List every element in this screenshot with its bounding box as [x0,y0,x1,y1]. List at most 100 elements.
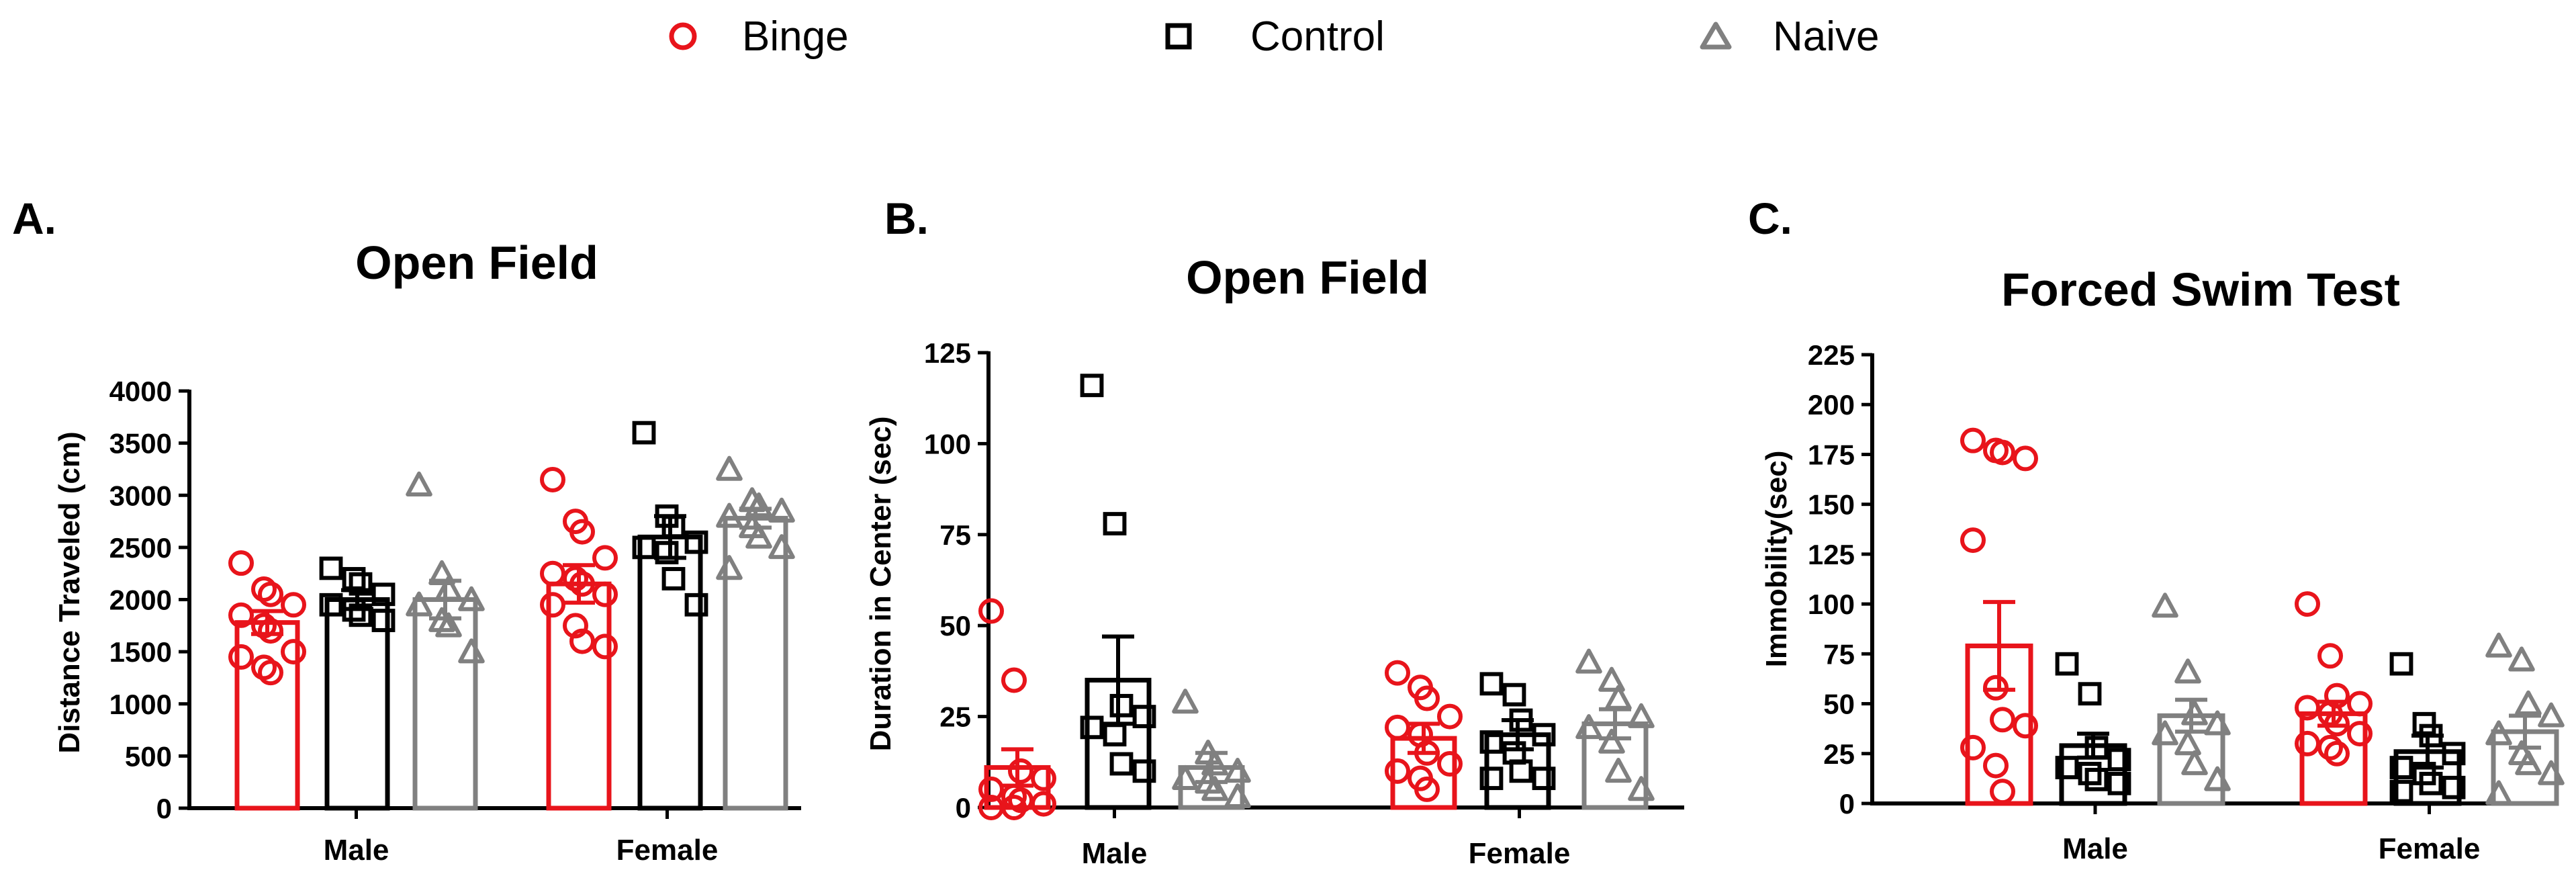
panel-a-data-point [258,618,283,644]
panel-b-data-point [1628,703,1655,728]
legend-item-control: Control [1165,13,1385,60]
panel-a-data-point [661,567,686,591]
panel-b-y-tick-label: 25 [939,701,971,733]
panel-c-data-point [2485,632,2512,658]
panel-a-data-point [371,609,396,632]
panel-c-data-point [2107,748,2131,772]
panel-b-data-point [1509,759,1533,783]
panel-c-data-point [2055,756,2079,779]
panel-a-bar [637,534,703,811]
panel-b-data-point [1201,750,1228,776]
panel-c-title: Forced Swim Test [2001,263,2400,316]
panel-c-y-tick-label: 0 [1839,788,1855,820]
panel-b-y-tick-label: 0 [956,792,971,824]
panel-c-data-point [2204,710,2231,736]
panel-c-data-point [2295,695,2320,721]
panel-a-x-tick-label: Female [616,834,719,867]
panel-a-data-point [768,497,795,523]
panel-a-data-point [406,471,432,497]
panel-a-data-point [540,466,565,492]
panel-a-y-tick-label: 500 [125,740,172,772]
panel-c-data-point [1990,439,2015,466]
panel-c-data-point [2204,766,2231,791]
panel-a-data-point [569,628,595,654]
panel-c-data-point [2538,760,2565,785]
panel-c-y-tick-label: 225 [1808,339,1855,371]
panel-c-y-tick-label: 50 [1823,689,1855,720]
panel-a-data-point [745,523,772,549]
panel-a-data-point [228,602,254,628]
panel-a-y-tick-label: 1500 [109,636,172,668]
panel-c-data-point [1960,527,1986,554]
panel-a-data-point [342,567,366,591]
panel-c-data-point [2152,593,2178,618]
panel-a-y-tick-label: 4000 [109,376,172,407]
panel-a-data-point [428,560,455,585]
panel-a-data-point [349,603,373,627]
panel-b-plot: 0 25 50 75 100 125 Male Female [924,337,1684,870]
panel-a-y-tick-label: 3500 [109,428,172,460]
panel-a-y-tick-label: 0 [156,793,172,824]
panel-c-data-point [2508,646,2535,672]
panel-a-bar [723,515,788,811]
panel-a-bar [234,620,300,811]
panel-a-data-point [458,586,485,611]
panel-b-data-point [1575,714,1602,740]
panel-c-data-point [2515,750,2542,775]
panel-a-data-point [716,455,743,481]
panel-b-data-point [1532,767,1556,791]
panel-c-data-point [2078,682,2102,706]
panel-b-y-axis-label: Duration in Center (sec) [864,417,897,752]
panel-b-data-point [1080,374,1104,398]
panel-c-y-tick-label: 175 [1808,439,1855,470]
panel-c-data-point [1960,734,1986,760]
panel-b-data-point [1385,660,1410,686]
panel-a-y-axis-label: Distance Traveled (cm) [53,431,86,753]
panel-a-data-point [228,644,254,670]
panel-a-data-point [716,502,743,528]
panel-b-data-point [1605,685,1632,710]
panel-c-plot: 0 25 50 75 100 125 150 175 200 225 Male Female [1808,339,2565,865]
panel-c-data-point [2181,750,2208,775]
panel-a-data-point [540,592,565,618]
panel-c-data-point [1990,779,2015,805]
panel-a-data-point [281,592,306,618]
panel-c-data-point [2485,780,2512,805]
panel-a-title: Open Field [355,236,598,289]
panel-b-letter: B. [884,193,929,243]
panel-b-data-point [1172,689,1199,714]
panel-a-plot: 0 500 1000 1500 2000 2500 3000 3500 4000 Male Fema… [109,376,801,867]
panel-a-data-point [349,572,373,596]
panel-b-data-point [1509,708,1533,732]
legend-item-binge: Binge [669,13,849,60]
panel-c-data-point [1990,707,2015,733]
panel-a-data-point [768,534,795,560]
panel-c-data-point [2107,771,2131,795]
panel-b-data-point [1080,715,1104,740]
panel-c: C. Forced Swim Test Immobility(sec) 0 25 5… [1748,193,2565,865]
legend-marker-naive [1700,21,1732,50]
panel-c-data-point [2078,762,2102,785]
panel-b-data-point [1201,776,1228,801]
panel-b-data-point [1109,693,1134,717]
panel-a: A. Open Field Distance Traveled (cm) 0 50… [12,193,801,867]
panel-b-y-tick-label: 100 [924,428,971,460]
panel-b-data-point [1628,776,1655,801]
panel-a-data-point [716,555,743,580]
panel-b-data-point [1414,740,1440,766]
legend-marker-binge [669,22,697,50]
legend: Binge Control Naive [669,13,1880,60]
panel-c-data-point [2084,767,2109,791]
panel-b-data-point [1132,759,1156,783]
panel-a-data-point [258,660,283,686]
panel-b-data-point [1224,783,1251,809]
panel-a-data-point [406,591,432,617]
panel-a-y-tick-label: 2500 [109,532,172,564]
panel-c-data-point [2181,700,2208,726]
panel-c-data-point [2538,702,2565,728]
panel-c-data-point [2324,711,2350,737]
panel-a-data-point [563,566,588,592]
panel-a-data-point [281,639,306,665]
panel-a-data-point [319,593,343,617]
panel-a-data-point [435,576,462,601]
